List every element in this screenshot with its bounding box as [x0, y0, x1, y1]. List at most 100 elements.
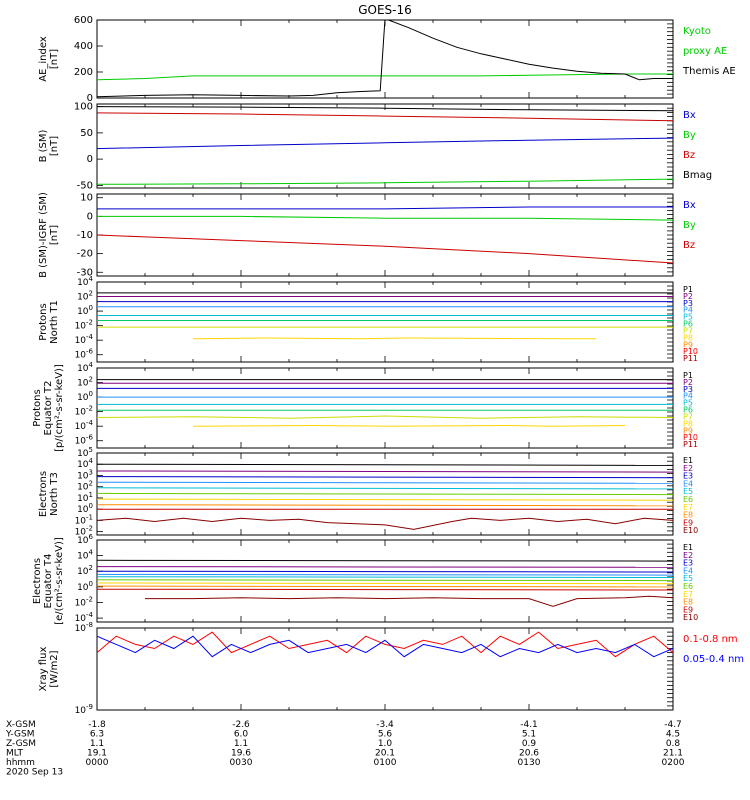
series-e10-line [145, 595, 673, 607]
legend-e4: E4 [683, 479, 693, 488]
footer-value: -4.7 [664, 720, 682, 730]
panel-2-y-tick-label: 100 [74, 102, 93, 113]
series-by-line [97, 215, 673, 221]
panel-5-y-tick-label: 100 [77, 390, 93, 403]
legend-by: By [683, 130, 696, 141]
footer-value: 20.1 [375, 749, 395, 759]
series-e8-line [97, 504, 673, 507]
panel-1-ylabel: AE_index [38, 36, 49, 82]
panel-7-ylabel: [e/(cm²-s-sr-keV)] [54, 537, 65, 625]
panel-3-y-tick-label: 0 [87, 211, 93, 222]
panel-2-y-tick-label: -50 [77, 180, 93, 191]
panel-5-y-tick-label: 10-4 [75, 419, 94, 432]
panel-7-y-tick-label: 100 [77, 580, 93, 593]
series-bx-line [97, 206, 673, 210]
legend-themis-ae: Themis AE [682, 66, 736, 77]
footer-value: 0100 [374, 758, 397, 768]
panel-3-y-tick-label: -10 [77, 230, 93, 241]
series-e4-line [97, 573, 673, 576]
footer-value: 19.6 [231, 749, 251, 759]
legend-p9: P9 [683, 340, 693, 349]
series-e7-line [97, 582, 673, 585]
legend-e6: E6 [683, 495, 693, 504]
legend-e7: E7 [683, 503, 693, 512]
footer-value: 6.0 [234, 730, 249, 740]
legend-p9: P9 [683, 426, 693, 435]
footer-value: -4.1 [520, 720, 538, 730]
legend-p11: P11 [683, 354, 698, 363]
series-e9-line [97, 588, 673, 591]
legend-e2: E2 [683, 551, 693, 560]
series-p7-line [97, 415, 673, 419]
legend-bmag: Bmag [683, 170, 712, 181]
legend-e6: E6 [683, 582, 693, 591]
footer-label-x-gsm: X-GSM [6, 720, 36, 730]
legend-p11: P11 [683, 440, 698, 449]
legend-p8: P8 [683, 419, 693, 428]
legend-e3: E3 [683, 559, 693, 568]
panel-6-y-tick-label: 104 [77, 457, 93, 470]
legend-e2: E2 [683, 464, 693, 473]
legend-p10: P10 [683, 347, 698, 356]
panel-7-ylabel: Equator T4 [43, 554, 54, 609]
panel-6-y-tick-label: 101 [77, 491, 93, 504]
legend-0-05-0-4-nm: 0.05-0.4 nm [683, 654, 744, 665]
legend-e1: E1 [683, 456, 693, 465]
panel-2-ylabel: B (SM) [38, 129, 49, 162]
footer-value: 0030 [230, 758, 253, 768]
legend-e10: E10 [683, 526, 698, 535]
panel-4-y-tick-label: 10-4 [75, 333, 94, 346]
legend-p2: P2 [683, 378, 693, 387]
series-e2-line [97, 470, 673, 473]
panel-5-y-tick-label: 10-2 [75, 405, 93, 418]
footer-value: 0.8 [666, 739, 681, 749]
footer-value: 0130 [518, 758, 541, 768]
panel-8-ylabel: [W/m2] [49, 650, 60, 687]
legend-p10: P10 [683, 433, 698, 442]
panel-6-y-tick-label: 102 [77, 480, 93, 493]
legend-e1: E1 [683, 543, 693, 552]
panel-1-ylabel: [nT] [49, 49, 60, 69]
legend-e8: E8 [683, 511, 693, 520]
panel-6-ylabel: Electrons [38, 471, 49, 517]
footer-value: -2.6 [232, 720, 250, 730]
series-p8-line [192, 424, 626, 427]
series-themis-ae-line [97, 20, 673, 98]
panel-4-y-tick-label: 102 [77, 290, 93, 303]
footer-date: 2020 Sep 13 [6, 768, 63, 778]
legend-proxy-ae: proxy AE [683, 46, 727, 57]
legend-p1: P1 [683, 371, 693, 380]
legend-p8: P8 [683, 333, 693, 342]
legend-p4: P4 [683, 306, 693, 315]
panel-6-y-tick-label: 100 [77, 502, 93, 515]
legend-p6: P6 [683, 320, 693, 329]
panel-8-y-tick-label: 10-8 [75, 621, 93, 634]
panel-7-y-tick-label: 102 [77, 564, 93, 577]
panel-3-ylabel: [nT] [49, 225, 60, 245]
legend-kyoto: Kyoto [683, 26, 711, 37]
footer-label-hhmm: hhmm [6, 758, 35, 768]
legend-p5: P5 [683, 399, 693, 408]
footer-value: 20.6 [519, 749, 539, 759]
panel-4-ylabel: Protons [38, 303, 49, 340]
legend-bz: Bz [683, 240, 695, 251]
panel-4-y-tick-label: 10-6 [75, 348, 94, 361]
series-e3-line [97, 570, 673, 573]
footer-value: 1.1 [234, 739, 248, 749]
series-0-1-0-8-nm-line [97, 631, 673, 658]
panel-3-y-tick-label: -20 [77, 249, 93, 260]
legend-e10: E10 [683, 613, 698, 622]
legend-p3: P3 [683, 299, 693, 308]
panel-3-y-tick-label: -30 [77, 267, 93, 278]
footer-value: 0200 [662, 758, 685, 768]
legend-bx: Bx [683, 200, 696, 211]
legend-p6: P6 [683, 406, 693, 415]
panel-5-y-tick-label: 104 [77, 361, 93, 374]
footer-value: 4.5 [666, 730, 680, 740]
series-0-05-0-4-nm-line [97, 635, 673, 658]
footer-value: 0.9 [522, 739, 537, 749]
footer-value: 6.3 [90, 730, 104, 740]
series-e1-line [97, 559, 673, 562]
legend-p5: P5 [683, 313, 693, 322]
